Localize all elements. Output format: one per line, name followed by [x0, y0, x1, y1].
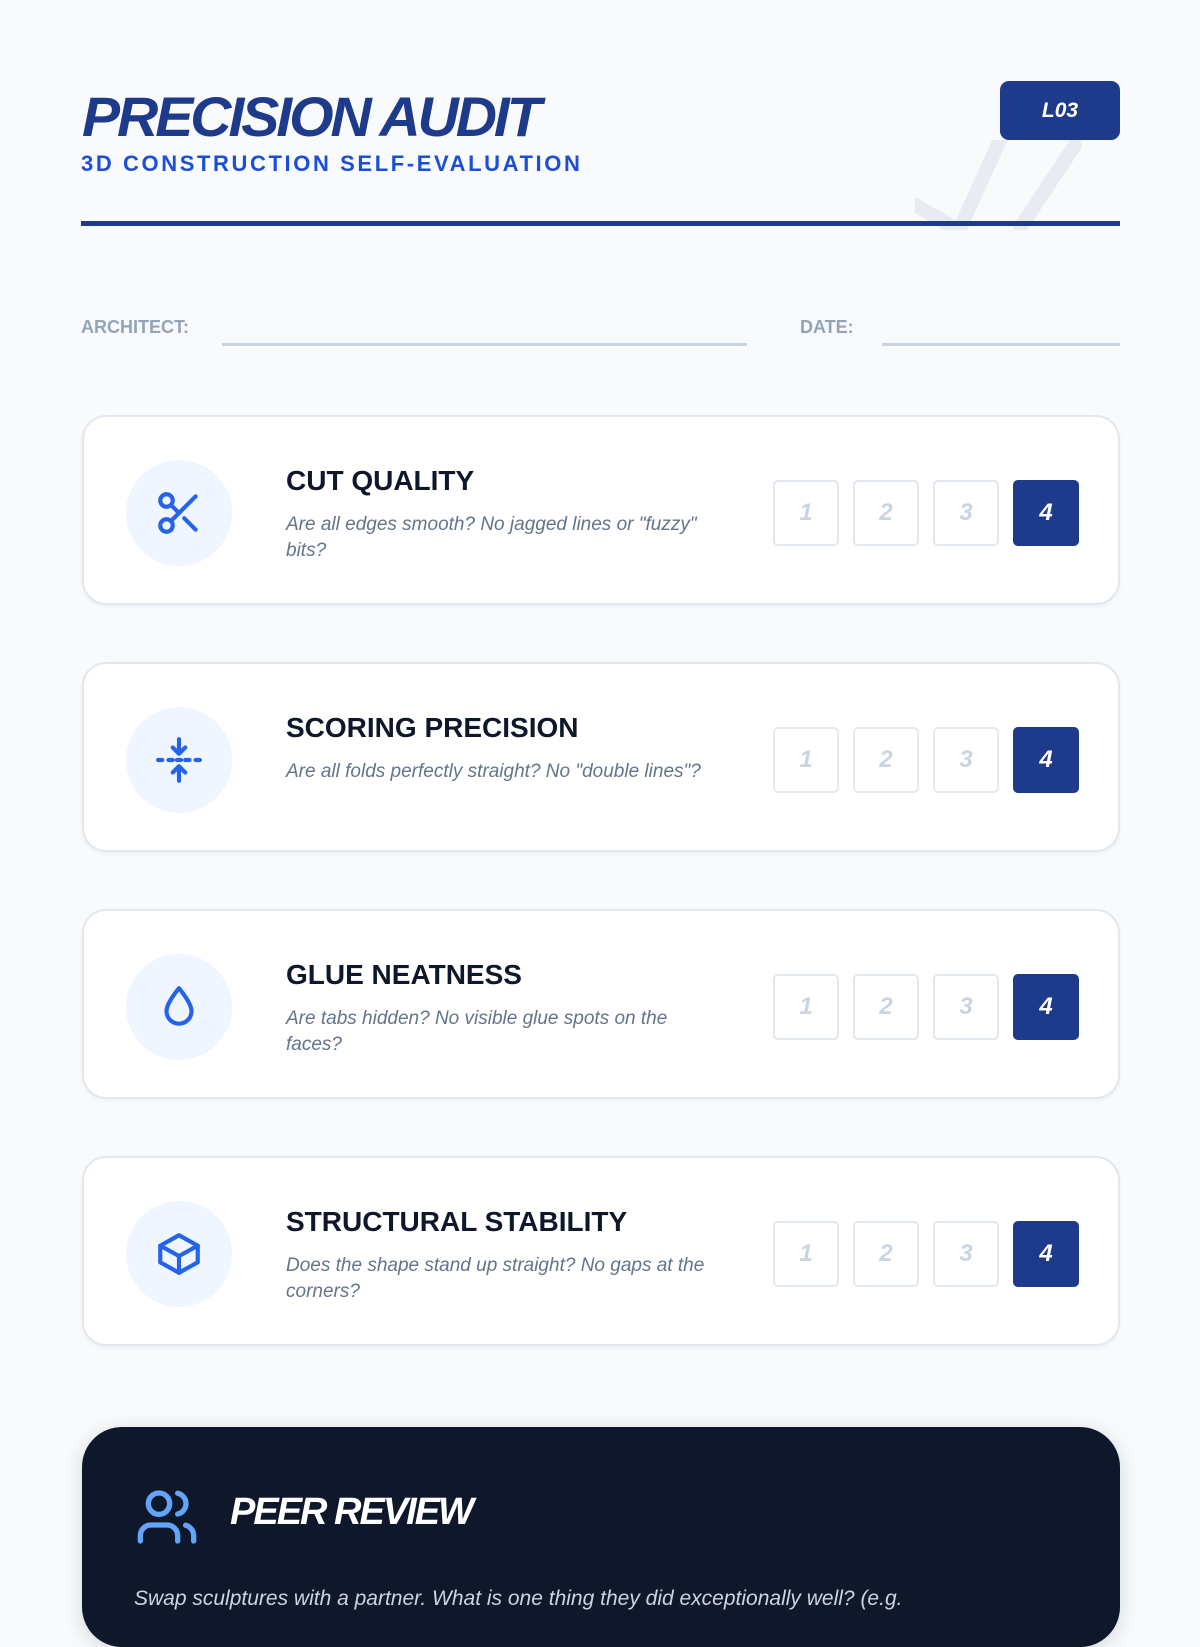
rating-option-3[interactable]: 3	[933, 1221, 999, 1287]
criterion-card: STRUCTURAL STABILITY Does the shape stan…	[82, 1156, 1120, 1346]
droplet-icon	[126, 954, 232, 1060]
rating-option-3[interactable]: 3	[933, 727, 999, 793]
rating-option-2[interactable]: 2	[853, 480, 919, 546]
cube-icon	[126, 1201, 232, 1307]
rating-option-2[interactable]: 2	[853, 727, 919, 793]
architect-field[interactable]	[222, 343, 747, 346]
rating-option-3[interactable]: 3	[933, 974, 999, 1040]
rating-option-1[interactable]: 1	[773, 1221, 839, 1287]
scissors-icon	[126, 460, 232, 566]
lesson-badge: L03	[1000, 81, 1120, 140]
page-subtitle: 3D CONSTRUCTION SELF-EVALUATION	[81, 151, 583, 176]
rating-option-1[interactable]: 1	[773, 480, 839, 546]
rating-option-2[interactable]: 2	[853, 974, 919, 1040]
date-label: DATE:	[800, 317, 854, 337]
criterion-title: GLUE NEATNESS	[286, 959, 522, 990]
architect-label: ARCHITECT:	[81, 317, 189, 337]
criterion-description: Are all folds perfectly straight? No "do…	[286, 761, 701, 782]
rating-option-3[interactable]: 3	[933, 480, 999, 546]
checkmark-watermark-icon	[915, 140, 1082, 230]
rating-option-4[interactable]: 4	[1013, 480, 1079, 546]
rating-option-2[interactable]: 2	[853, 1221, 919, 1287]
rating-option-4[interactable]: 4	[1013, 727, 1079, 793]
criterion-description: Does the shape stand up straight? No gap…	[286, 1255, 705, 1302]
date-field[interactable]	[882, 343, 1120, 346]
peer-review-title: PEER REVIEW	[230, 1491, 474, 1533]
criterion-title: SCORING PRECISION	[286, 712, 579, 743]
criterion-title: CUT QUALITY	[286, 465, 475, 496]
criterion-card: GLUE NEATNESS Are tabs hidden? No visibl…	[82, 909, 1120, 1099]
criterion-title: STRUCTURAL STABILITY	[286, 1206, 628, 1237]
rating-option-4[interactable]: 4	[1013, 1221, 1079, 1287]
criterion-card: CUT QUALITY Are all edges smooth? No jag…	[82, 415, 1120, 605]
criterion-description: Are tabs hidden? No visible glue spots o…	[286, 1008, 668, 1055]
fold-compress-icon	[126, 707, 232, 813]
rating-option-1[interactable]: 1	[773, 974, 839, 1040]
users-icon	[137, 1490, 197, 1544]
peer-review-section: PEER REVIEW Swap sculptures with a partn…	[82, 1427, 1120, 1647]
peer-review-prompt: Swap sculptures with a partner. What is …	[134, 1587, 903, 1610]
rating-option-1[interactable]: 1	[773, 727, 839, 793]
rating-option-4[interactable]: 4	[1013, 974, 1079, 1040]
criterion-description: Are all edges smooth? No jagged lines or…	[286, 514, 697, 561]
header-divider	[81, 221, 1120, 226]
page-title: PRECISION AUDIT	[82, 85, 542, 148]
criterion-card: SCORING PRECISION Are all folds perfectl…	[82, 662, 1120, 852]
